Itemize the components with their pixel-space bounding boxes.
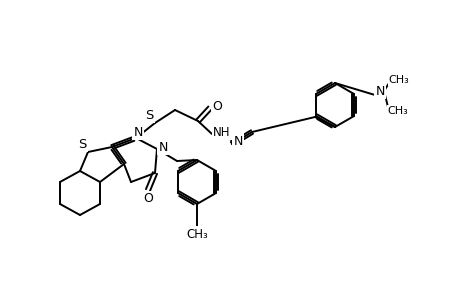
Text: N: N: [158, 140, 168, 154]
Text: N: N: [375, 85, 384, 98]
Text: S: S: [78, 137, 86, 151]
Text: S: S: [145, 109, 153, 122]
Text: O: O: [212, 100, 221, 112]
Text: NH: NH: [213, 125, 230, 139]
Text: N: N: [133, 125, 142, 139]
Text: CH₃: CH₃: [186, 227, 207, 241]
Text: CH₃: CH₃: [388, 75, 409, 85]
Text: O: O: [143, 193, 152, 206]
Text: N: N: [233, 134, 242, 148]
Text: CH₃: CH₃: [387, 106, 408, 116]
